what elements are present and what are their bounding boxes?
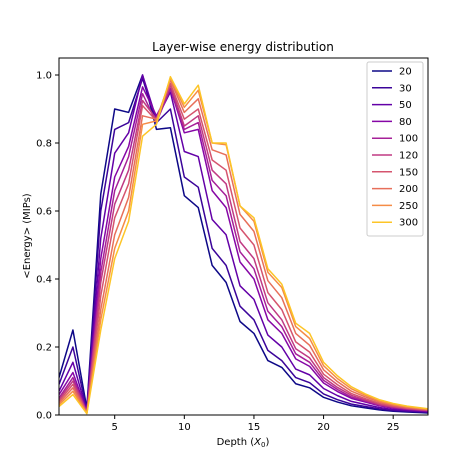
y-axis: 0.0 0.2 0.4 0.6 0.8 1.0 [36,71,59,422]
series-line-120 [59,84,428,414]
legend-label-250: 250 [399,201,418,212]
legend-label-20: 20 [399,67,412,78]
x-tick-label: 5 [112,422,118,433]
series-line-100 [59,87,428,413]
y-tick-label: 0.4 [36,275,52,286]
chart-title: Layer-wise energy distribution [152,40,334,54]
legend-label-120: 120 [399,151,418,162]
plot-lines [59,74,428,415]
x-axis-label: Depth (X0) [217,437,270,449]
y-tick-label: 0.0 [36,411,52,422]
legend-label-30: 30 [399,83,412,94]
x-axis-label-subscript: 0 [261,441,265,449]
y-tick-label: 1.0 [36,71,52,82]
legend-box [366,61,424,237]
series-line-250 [59,77,428,415]
x-axis-label-close: ) [265,437,269,448]
series-line-80 [59,86,428,413]
series-line-300 [59,75,428,415]
legend-label-50: 50 [399,100,412,111]
legend-label-80: 80 [399,117,412,128]
legend-label-150: 150 [399,167,418,178]
series-line-200 [59,79,428,414]
series-line-50 [59,74,428,413]
y-tick-label: 0.2 [36,343,52,354]
legend-label-100: 100 [399,134,418,145]
y-axis-label: <Energy> (MIPs) [22,193,33,278]
x-tick-label: 15 [248,422,261,433]
series-line-150 [59,82,428,414]
x-axis-label-symbol: X [253,437,262,448]
x-axis: 5 10 15 20 25 [112,415,400,433]
legend: 20 30 50 80 100 120 150 200 250 300 [366,61,424,237]
x-tick-label: 10 [178,422,191,433]
legend-label-200: 200 [399,184,418,195]
x-tick-label: 20 [317,422,330,433]
legend-label-300: 300 [399,218,418,229]
y-tick-label: 0.8 [36,139,52,150]
x-axis-label-main: Depth ( [217,437,255,448]
series-line-20 [59,74,428,414]
series-line-30 [59,77,428,414]
y-tick-label: 0.6 [36,207,52,218]
plot-frame [58,57,429,416]
x-tick-label: 25 [387,422,400,433]
